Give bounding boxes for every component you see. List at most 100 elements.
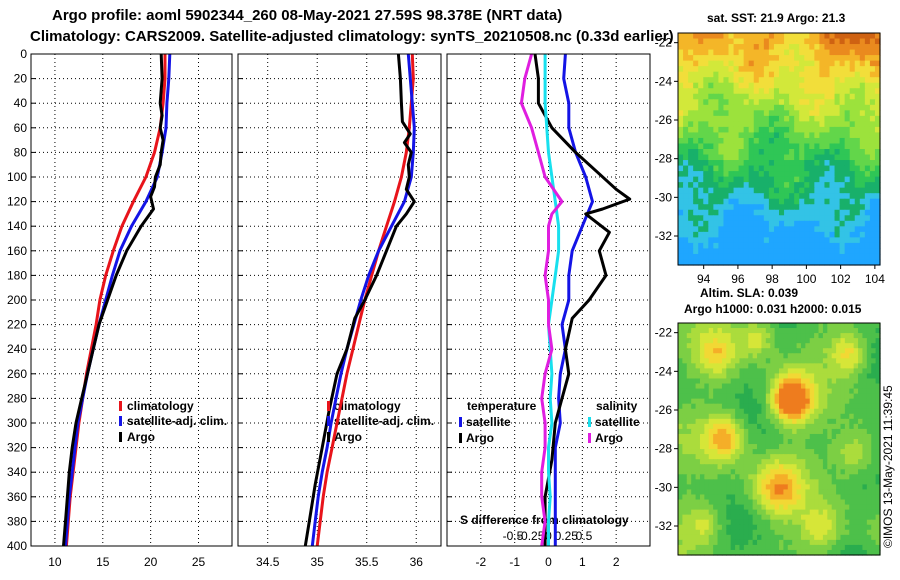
map-cell — [796, 398, 802, 405]
map-cell — [774, 413, 780, 420]
map-cell — [866, 539, 872, 546]
map-cell — [678, 149, 684, 156]
map-cell — [822, 423, 828, 430]
map-cell — [862, 348, 868, 354]
map-cell — [787, 413, 793, 420]
map-cell — [874, 253, 881, 261]
map-cell — [708, 348, 714, 354]
map-cell — [728, 104, 735, 111]
map-cell — [721, 439, 727, 445]
map-cell — [717, 519, 723, 526]
map-cell — [844, 71, 851, 78]
map-cell — [718, 187, 725, 194]
map-cell — [717, 368, 723, 375]
map-cell — [869, 220, 876, 227]
map-cell — [859, 88, 866, 95]
map-cell — [743, 428, 749, 435]
map-cell — [678, 398, 683, 405]
map-cell — [804, 242, 810, 250]
map-cell — [773, 242, 780, 250]
map-cell — [783, 328, 789, 334]
map-cell — [800, 509, 806, 516]
map-cell — [849, 220, 856, 227]
map-cell — [761, 378, 767, 385]
map-cell — [758, 220, 765, 227]
map-cell — [691, 343, 697, 349]
map-cell — [844, 464, 850, 470]
map-cell — [844, 539, 850, 546]
map-cell — [708, 403, 714, 410]
map-cell — [809, 338, 815, 344]
map-cell — [779, 514, 784, 521]
map-cell — [818, 338, 824, 344]
map-cell — [713, 333, 719, 339]
map-cell — [748, 215, 755, 222]
map-cell — [805, 363, 811, 369]
map-cell — [839, 132, 846, 139]
map-cell — [743, 469, 749, 475]
map-cell — [699, 408, 705, 415]
map-cell — [859, 204, 866, 211]
map-cell — [794, 160, 800, 167]
map-cell — [717, 398, 723, 405]
map-cell — [713, 93, 719, 100]
map-cell — [774, 433, 780, 440]
map-cell — [698, 126, 704, 134]
map-cell — [819, 132, 826, 139]
map-cell — [761, 464, 767, 470]
map-cell — [831, 418, 837, 425]
map-cell — [743, 60, 750, 67]
map-cell — [678, 165, 684, 172]
map-cell — [824, 115, 831, 122]
map-cell — [748, 176, 755, 183]
map-cell — [840, 479, 846, 485]
map-cell — [864, 193, 871, 200]
map-cell — [748, 494, 754, 501]
map-cell — [829, 253, 836, 261]
map-cell — [827, 368, 833, 375]
map-cell — [804, 220, 810, 227]
map-cell — [683, 209, 689, 216]
map-cell — [853, 428, 859, 435]
map-cell — [809, 479, 815, 485]
map-cell — [758, 121, 765, 128]
map-cell — [703, 237, 709, 244]
map-cell — [723, 82, 730, 89]
map-cell — [809, 220, 815, 227]
map-cell — [688, 204, 694, 211]
map-cell — [874, 126, 881, 134]
map-cell — [773, 49, 780, 56]
map-cell — [844, 489, 850, 496]
map-cell — [738, 204, 745, 211]
map-cell — [853, 534, 859, 541]
map-cell — [809, 248, 815, 255]
map-cell — [809, 348, 815, 354]
map-cell — [849, 489, 855, 496]
map-cell — [773, 176, 780, 183]
map-cell — [733, 171, 740, 178]
map-cell — [748, 242, 755, 250]
map-cell — [844, 49, 851, 56]
map-cell — [735, 484, 741, 491]
map-cell — [789, 143, 795, 150]
map-cell — [730, 413, 736, 420]
map-cell — [730, 428, 736, 435]
map-cell — [733, 121, 740, 128]
map-cell — [717, 544, 723, 551]
map-cell — [854, 93, 861, 100]
map-cell — [753, 209, 760, 216]
map-cell — [743, 413, 749, 420]
map-cell — [752, 509, 758, 516]
map-cell — [866, 534, 872, 541]
map-cell — [854, 115, 861, 122]
map-cell — [829, 104, 836, 111]
map-cell — [859, 149, 866, 156]
map-cell — [800, 494, 806, 501]
map-cell — [799, 33, 805, 40]
map-cell — [683, 33, 689, 40]
map-cell — [789, 242, 795, 250]
map-cell — [874, 226, 881, 233]
map-cell — [827, 474, 833, 480]
map-cell — [783, 408, 789, 415]
map-cell — [783, 454, 789, 460]
